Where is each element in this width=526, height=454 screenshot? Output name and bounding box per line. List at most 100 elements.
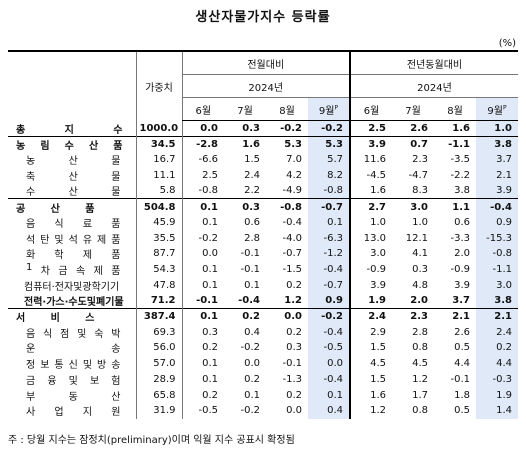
weight-cell: 35.5 — [135, 230, 182, 246]
mom-cell: 5.3 — [308, 135, 350, 152]
weight-cell: 87.7 — [135, 246, 182, 262]
row-label: 전력·가스·수도및폐기물 — [24, 297, 124, 309]
yoy-cell: 12.1 — [405, 232, 428, 244]
table-row: 공 산 품 504.8 0.1 0.3 -0.8 -0.7 2.7 3.0 1.1 -0.4 — [8, 198, 519, 215]
table-row: 총 지 수 1000.0 0.0 0.3 -0.2 -0.2 2.5 2.6 1.6 1.0 — [8, 120, 519, 137]
yoy-cell: 3.9 — [476, 183, 519, 199]
mom-cell: -0.4 — [238, 295, 260, 307]
table-row: 사 업 지 원 31.9 -0.5 -0.2 0.0 0.4 1.2 0.8 0.5 1.4 — [8, 402, 519, 419]
mom-cell: -1.3 — [282, 373, 302, 385]
mom-cell: -0.2 — [280, 122, 302, 134]
mom-cell: -0.4 — [308, 324, 350, 341]
mom-cell: -4.9 — [282, 185, 302, 197]
mom-cell: -0.1 — [240, 248, 260, 260]
mom-cell: -1.2 — [308, 246, 350, 262]
weight-cell: 71.2 — [135, 293, 182, 309]
mom-cell: 0.2 — [244, 373, 260, 385]
yoy-cell: 2.9 — [349, 324, 392, 341]
mom-year-header: 2024년 — [181, 74, 350, 98]
table-row: 농 산 물 16.7 -6.6 1.5 7.0 5.7 11.6 2.3 -3.5 3.7 — [8, 151, 519, 168]
mom-cell: -0.7 — [282, 248, 302, 260]
mom-cell: 0.1 — [244, 389, 260, 401]
yoy-cell: 1.5 — [349, 371, 392, 388]
yoy-cell: 3.9 — [349, 135, 392, 152]
yoy-cell: 1.6 — [349, 387, 392, 403]
mom-cell: 0.1 — [308, 214, 350, 231]
mom-cell: 1.5 — [244, 154, 260, 166]
mom-cell: 0.1 — [308, 387, 350, 403]
mom-cell: -0.2 — [240, 405, 260, 417]
mom-cell: 0.0 — [286, 405, 302, 417]
yoy-cell: 1.2 — [412, 373, 428, 385]
weight-cell: 28.9 — [135, 371, 182, 388]
yoy-cell: -1.1 — [476, 261, 519, 278]
mom-cell: 2.2 — [244, 185, 260, 197]
yoy-cell: 3.9 — [454, 279, 470, 291]
yoy-cell: -1.1 — [434, 135, 476, 152]
yoy-cell: 1.4 — [476, 402, 519, 419]
yoy-cell: -3.3 — [450, 232, 470, 244]
yoy-cell: 1.0 — [476, 120, 519, 137]
mom-cell: 0.1 — [244, 279, 260, 291]
mom-cell: 7.0 — [286, 154, 302, 166]
table-row: 컴퓨터·전자및광학기기 47.8 0.1 0.1 0.2 -0.7 3.9 4.8 3.9 3.0 — [8, 277, 519, 294]
mom-cell: -0.4 — [308, 261, 350, 278]
yoy-cell: 4.4 — [454, 358, 470, 370]
footnote: 주 : 당월 지수는 잠정치(preliminary)이며 익월 지수 공표시 … — [8, 435, 295, 446]
table-row: 수 산 물 5.8 -0.8 2.2 -4.9 -0.8 1.6 8.3 3.8 3.9 — [8, 183, 519, 199]
yoy-cell: 1.0 — [412, 216, 428, 228]
yoy-cell: 2.1 — [434, 308, 476, 325]
weight-cell: 31.9 — [135, 402, 182, 419]
month-header: 7월 — [224, 97, 266, 121]
mom-cell: 0.1 — [181, 198, 224, 215]
yoy-cell: 4.5 — [349, 355, 392, 372]
mom-cell: 0.2 — [286, 279, 302, 291]
yoy-cell: -0.1 — [450, 373, 470, 385]
table-row: 전력·가스·수도및폐기물 71.2 -0.1 -0.4 1.2 0.9 1.9 2.0 3.7 3… — [8, 293, 519, 309]
table-row: 축 산 물 11.1 2.5 2.4 4.2 8.2 -4.5 -4.7 -2.2 2.1 — [8, 167, 519, 184]
yoy-cell: 3.8 — [476, 293, 519, 309]
item-header — [8, 50, 136, 121]
mom-cell: 0.2 — [224, 308, 266, 325]
mom-cell: -0.4 — [282, 216, 302, 228]
yoy-cell: 2.3 — [392, 308, 434, 325]
mom-cell: -0.5 — [308, 340, 350, 356]
yoy-cell: 1.9 — [349, 293, 392, 309]
mom-cell: 5.7 — [308, 151, 350, 168]
mom-cell: 1.2 — [284, 295, 302, 307]
table-row: 금 융 및 보 험 28.9 0.1 0.2 -1.3 -0.4 1.5 1.2 -0.1 -0.3 — [8, 371, 519, 388]
weight-cell: 56.0 — [135, 340, 182, 356]
mom-cell: -0.2 — [308, 120, 350, 137]
weight-cell: 16.7 — [135, 151, 182, 168]
month-header: 8월 — [266, 97, 308, 121]
table-row: 음 식 점 및 숙 박 69.3 0.3 0.4 0.2 -0.4 2.9 2.8 2.6 2.4 — [8, 324, 519, 341]
month-header: 6월 — [349, 97, 392, 121]
yoy-cell: 2.5 — [349, 120, 392, 137]
mom-cell: 0.3 — [242, 122, 260, 134]
weight-cell: 69.3 — [135, 324, 182, 341]
mom-cell: 5.3 — [266, 135, 308, 152]
ppi-table: 가중치 전월대비 전년동월대비 2024년 2024년 6월 7월 8월 9월P… — [8, 50, 519, 419]
table-row: 부 동 산 65.8 0.2 0.1 0.2 0.1 1.6 1.7 1.8 1.9 — [8, 387, 519, 403]
mom-cell: -0.8 — [181, 183, 224, 199]
table-row: 농 림 수 산 품 34.5 -2.8 1.6 5.3 5.3 3.9 0.7 -1.1 3.8 — [8, 135, 519, 152]
table-body: 총 지 수 1000.0 0.0 0.3 -0.2 -0.2 2.5 2.6 1.6 1.0 농 림 수 산 품… — [8, 120, 519, 419]
yoy-cell: 0.8 — [412, 405, 428, 417]
mom-cell: 0.6 — [244, 216, 260, 228]
yoy-cell: 0.3 — [412, 264, 428, 276]
yoy-cell: 13.0 — [349, 230, 392, 246]
month-header: 6월 — [181, 97, 224, 121]
yoy-cell: 2.0 — [454, 248, 470, 260]
weight-cell: 1000.0 — [135, 120, 182, 137]
mom-cell: -1.5 — [282, 264, 302, 276]
yoy-cell: -0.3 — [476, 371, 519, 388]
